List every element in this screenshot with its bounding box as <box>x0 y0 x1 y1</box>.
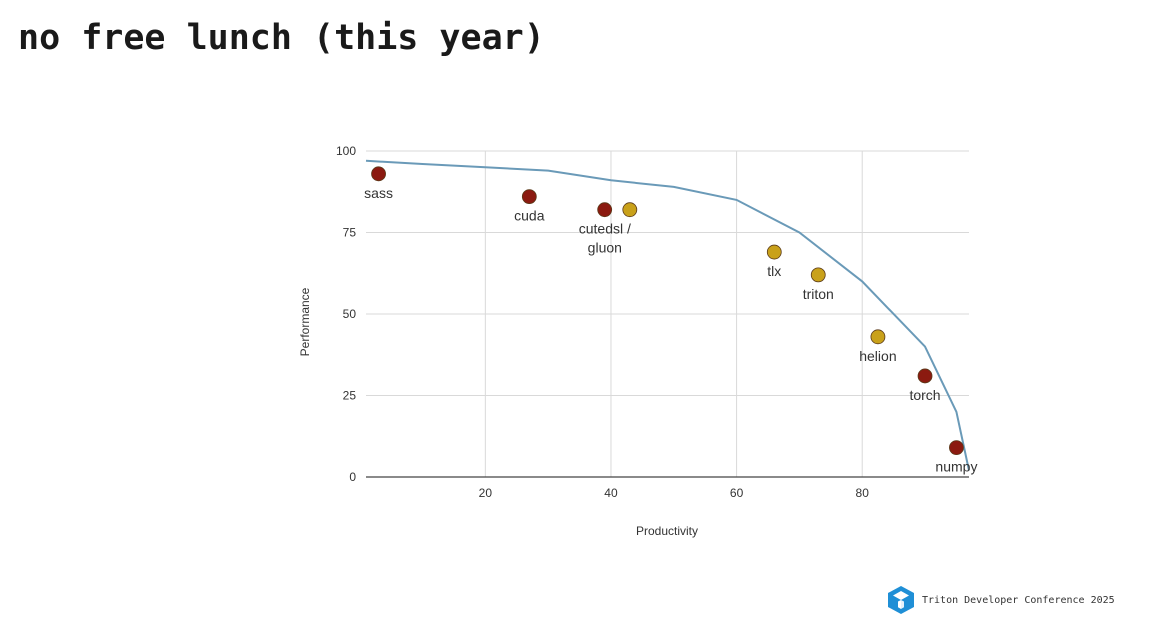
data-points <box>371 166 964 456</box>
data-point-helion <box>870 329 886 345</box>
data-point-torch <box>917 368 933 384</box>
y-tick-label: 50 <box>343 307 357 321</box>
data-point-cuda <box>521 189 537 205</box>
y-tick-label: 100 <box>336 144 356 158</box>
point-label: numpy <box>935 459 977 475</box>
y-tick-label: 25 <box>343 389 357 403</box>
frontier-curve <box>365 159 970 471</box>
x-tick-label: 60 <box>730 486 744 500</box>
point-label: torch <box>909 387 940 403</box>
data-point-numpy <box>949 440 964 456</box>
frontier-line <box>365 159 970 471</box>
data-point-tlx <box>766 244 782 260</box>
point-label: cutedsl / gluon <box>579 221 631 256</box>
data-point-unlabeled <box>597 202 613 218</box>
data-point-cutedsl <box>622 202 638 218</box>
data-point-triton <box>810 267 826 283</box>
footer-text: Triton Developer Conference 2025 <box>922 594 1115 606</box>
point-label: helion <box>859 348 896 364</box>
y-tick-label: 75 <box>343 226 357 240</box>
performance-productivity-chart: 0 25 50 75 100 20 40 60 80 sass cuda cutedsl / gluo… <box>298 144 977 538</box>
data-point-sass <box>371 166 386 182</box>
footer: Triton Developer Conference 2025 <box>886 585 1115 615</box>
y-tick-label: 0 <box>349 470 356 484</box>
point-label: tlx <box>767 263 781 279</box>
slide-title: no free lunch (this year) <box>18 18 545 58</box>
y-axis-label: Performance <box>298 287 312 356</box>
x-axis-label: Productivity <box>636 524 698 538</box>
triton-logo-icon <box>888 586 914 614</box>
point-label: triton <box>803 286 834 302</box>
point-labels: sass cuda cutedsl / gluon tlx triton helion tor… <box>364 185 977 475</box>
point-label: sass <box>364 185 393 201</box>
x-tick-label: 80 <box>856 486 870 500</box>
x-tick-label: 40 <box>604 486 618 500</box>
x-tick-label: 20 <box>479 486 493 500</box>
grid-lines <box>366 150 969 477</box>
axes: 0 25 50 75 100 20 40 60 80 <box>336 144 969 500</box>
point-label: cuda <box>514 208 545 224</box>
